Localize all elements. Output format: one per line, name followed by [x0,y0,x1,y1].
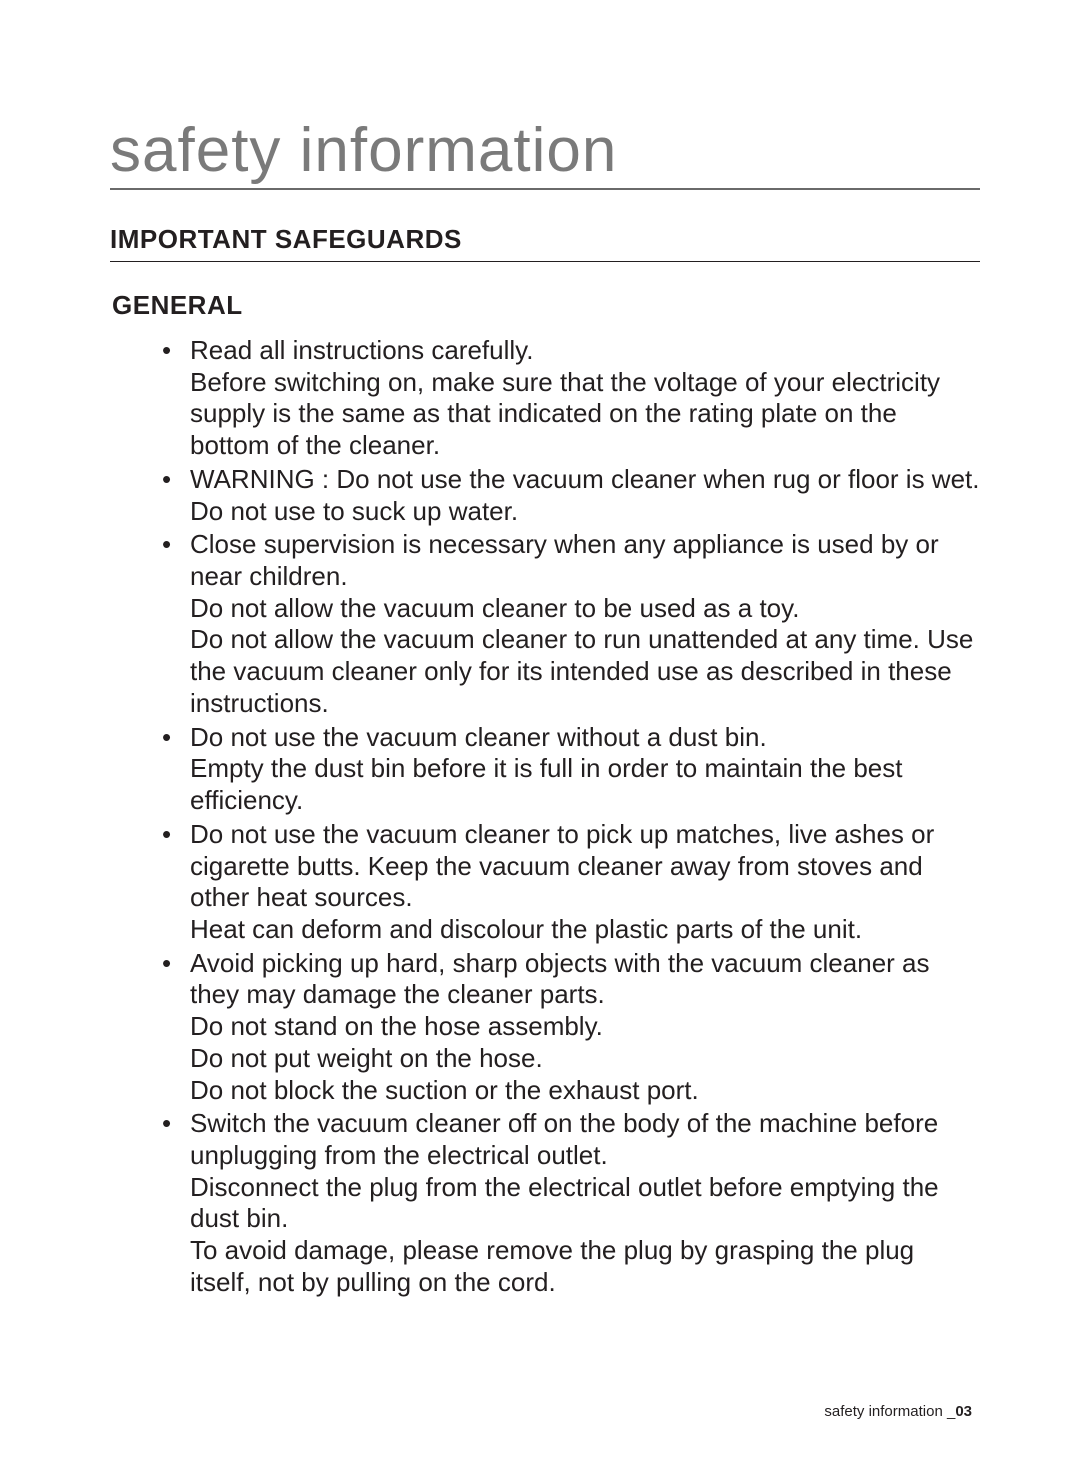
page-title: safety information [110,115,980,190]
bullet-list: Read all instructions carefully.Before s… [110,335,980,1299]
footer-label: safety information _ [824,1403,955,1420]
page-container: safety information IMPORTANT SAFEGUARDS … [0,0,1080,1299]
subsection-heading: GENERAL [112,290,980,321]
list-item: Avoid picking up hard, sharp objects wit… [172,948,980,1107]
list-item: Read all instructions carefully.Before s… [172,335,980,462]
page-footer: safety information _03 [824,1403,972,1420]
list-item: Do not use the vacuum cleaner without a … [172,722,980,817]
footer-page-number: 03 [955,1403,972,1420]
list-item: Do not use the vacuum cleaner to pick up… [172,819,980,946]
section-heading: IMPORTANT SAFEGUARDS [110,224,980,262]
list-item: WARNING : Do not use the vacuum cleaner … [172,464,980,527]
list-item: Switch the vacuum cleaner off on the bod… [172,1108,980,1298]
list-item: Close supervision is necessary when any … [172,529,980,719]
